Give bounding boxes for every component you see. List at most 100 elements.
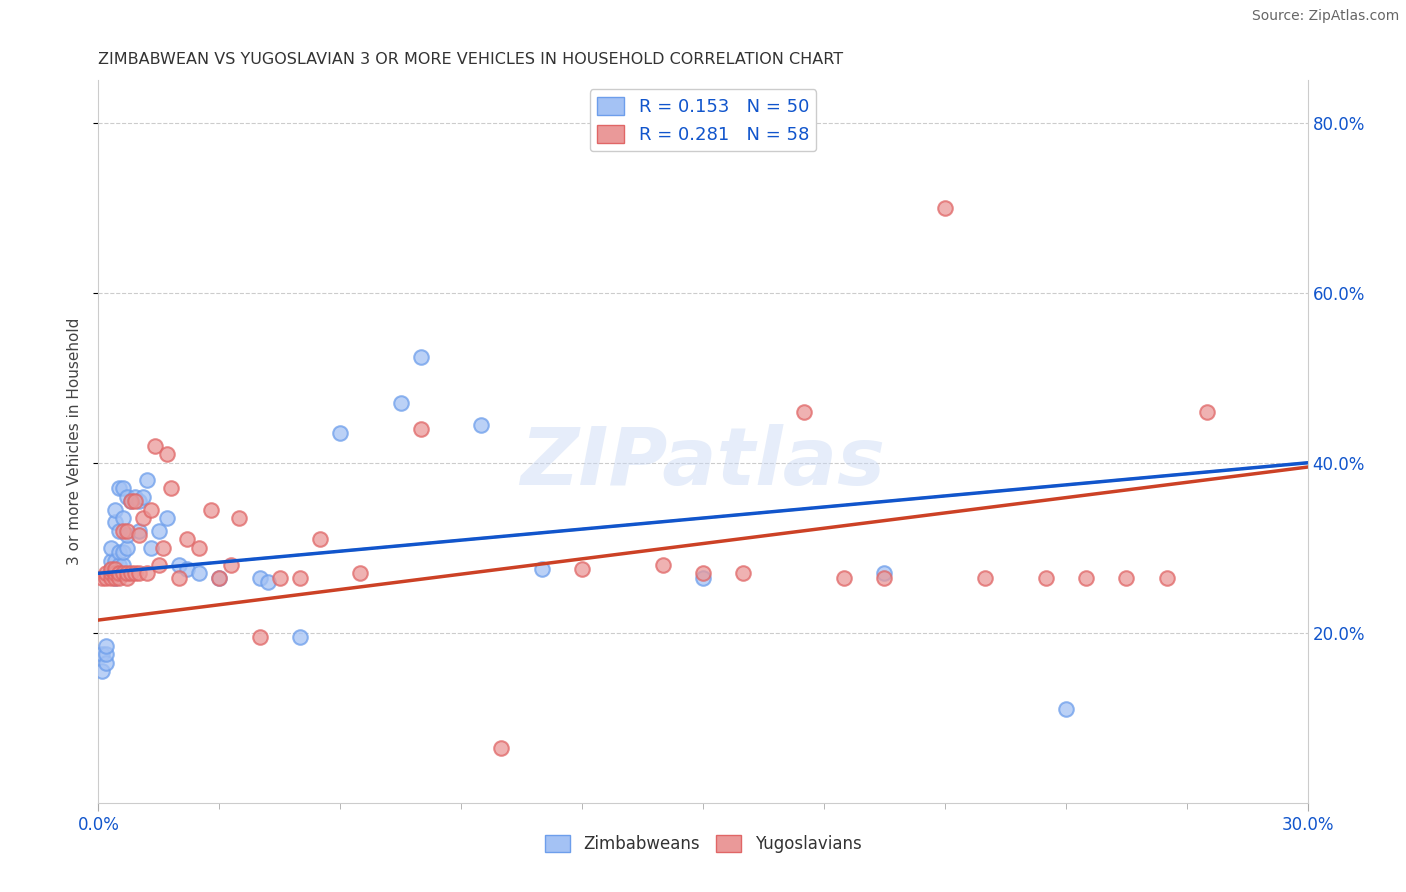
Point [132, 511, 155, 525]
Point [107, 570, 129, 584]
Point [733, 566, 755, 581]
Point [96, 570, 118, 584]
Point [96, 647, 118, 661]
Text: ZIMBABWEAN VS YUGOSLAVIAN 3 OR MORE VEHICLES IN HOUSEHOLD CORRELATION CHART: ZIMBABWEAN VS YUGOSLAVIAN 3 OR MORE VEHI… [98, 52, 844, 67]
Point [934, 201, 956, 215]
Point [228, 511, 250, 525]
Point [793, 405, 815, 419]
Text: ZIPatlas: ZIPatlas [520, 425, 886, 502]
Point [128, 566, 150, 581]
Point [188, 541, 211, 555]
Point [100, 562, 122, 576]
Point [115, 490, 138, 504]
Point [100, 566, 122, 581]
Point [100, 566, 122, 581]
Point [111, 524, 134, 538]
Point [91, 647, 114, 661]
Point [571, 562, 593, 576]
Point [103, 566, 125, 581]
Point [143, 439, 166, 453]
Point [389, 396, 412, 410]
Point [148, 524, 170, 538]
Y-axis label: 3 or more Vehicles in Household: 3 or more Vehicles in Household [67, 318, 83, 566]
Point [135, 566, 157, 581]
Point [124, 566, 146, 581]
Point [651, 558, 673, 572]
Point [139, 541, 162, 555]
Point [124, 490, 146, 504]
Point [470, 417, 492, 432]
Point [115, 528, 138, 542]
Point [96, 639, 118, 653]
Point [100, 570, 122, 584]
Point [409, 422, 432, 436]
Point [96, 656, 118, 670]
Point [107, 545, 129, 559]
Point [124, 494, 146, 508]
Point [160, 481, 183, 495]
Point [111, 558, 134, 572]
Point [100, 566, 122, 581]
Point [873, 570, 896, 584]
Point [873, 566, 896, 581]
Point [107, 566, 129, 581]
Point [103, 562, 125, 576]
Point [107, 558, 129, 572]
Point [221, 558, 243, 572]
Point [111, 511, 134, 525]
Point [1195, 405, 1218, 419]
Point [156, 511, 179, 525]
Point [128, 494, 150, 508]
Point [167, 558, 190, 572]
Point [115, 570, 138, 584]
Point [103, 502, 125, 516]
Point [111, 566, 134, 581]
Point [249, 630, 271, 644]
Point [107, 481, 129, 495]
Point [309, 533, 332, 547]
Point [115, 566, 138, 581]
Point [107, 524, 129, 538]
Point [115, 524, 138, 538]
Point [100, 553, 122, 567]
Point [148, 558, 170, 572]
Point [120, 494, 142, 508]
Point [103, 516, 125, 530]
Point [208, 570, 231, 584]
Point [288, 630, 311, 644]
Point [91, 664, 114, 678]
Point [1074, 570, 1097, 584]
Legend: Zimbabweans, Yugoslavians: Zimbabweans, Yugoslavians [538, 828, 868, 860]
Point [120, 566, 142, 581]
Point [103, 562, 125, 576]
Point [974, 570, 997, 584]
Point [200, 502, 222, 516]
Point [269, 570, 291, 584]
Point [139, 502, 162, 516]
Point [103, 570, 125, 584]
Point [176, 533, 198, 547]
Point [167, 570, 190, 584]
Point [288, 570, 311, 584]
Point [152, 541, 174, 555]
Point [176, 562, 198, 576]
Point [96, 566, 118, 581]
Point [156, 447, 179, 461]
Point [115, 541, 138, 555]
Point [832, 570, 855, 584]
Point [1156, 570, 1178, 584]
Point [135, 473, 157, 487]
Point [111, 545, 134, 559]
Text: Source: ZipAtlas.com: Source: ZipAtlas.com [1251, 9, 1399, 23]
Point [1035, 570, 1057, 584]
Point [349, 566, 371, 581]
Point [120, 494, 142, 508]
Point [530, 562, 553, 576]
Point [692, 570, 714, 584]
Point [188, 566, 211, 581]
Point [692, 566, 714, 581]
Point [1115, 570, 1137, 584]
Point [491, 740, 513, 755]
Point [111, 481, 134, 495]
Point [100, 541, 122, 555]
